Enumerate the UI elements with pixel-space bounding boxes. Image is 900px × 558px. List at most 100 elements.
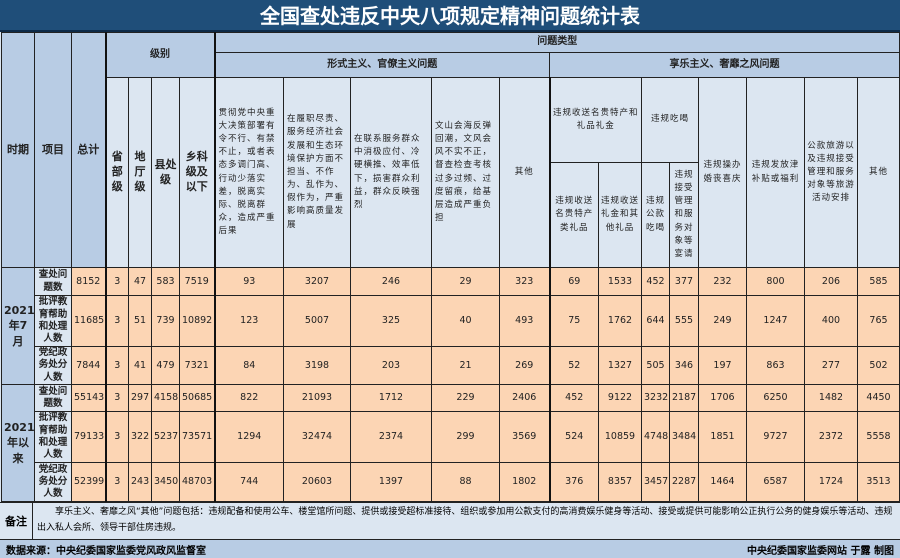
value-cell: 197	[698, 345, 747, 386]
value-cell: 1802	[499, 462, 551, 503]
value-cell: 20603	[283, 462, 351, 503]
value-cell: 1762	[598, 295, 642, 347]
value-cell: 79133	[71, 411, 107, 464]
value-cell: 765	[857, 295, 900, 347]
header-hedonism-col: 违规操办婚丧喜庆	[698, 77, 747, 268]
statistics-table: 时期 项目 总计 级别 问题类型 形式主义、官僚主义问题 享乐主义、奢靡之风问题…	[1, 32, 900, 503]
value-cell: 3198	[283, 345, 351, 386]
value-cell: 744	[214, 462, 284, 503]
value-cell: 4158	[151, 384, 180, 413]
value-cell: 377	[669, 267, 699, 296]
value-cell: 246	[350, 267, 432, 296]
value-cell: 3450	[151, 462, 180, 503]
value-cell: 84	[214, 345, 284, 386]
value-cell: 322	[128, 411, 152, 464]
header-formalism-col: 在联系服务群众中消极应付、冷硬横推、效率低下，损害群众利益，群众反映强烈	[350, 77, 432, 268]
value-cell: 502	[857, 345, 900, 386]
item-cell: 批评教育帮助和处理人数	[34, 295, 72, 347]
value-cell: 505	[641, 345, 670, 386]
value-cell: 644	[641, 295, 670, 347]
value-cell: 75	[549, 295, 599, 347]
value-cell: 452	[641, 267, 670, 296]
value-cell: 2406	[499, 384, 551, 413]
value-cell: 7321	[179, 345, 216, 386]
value-cell: 41	[128, 345, 152, 386]
value-cell: 325	[350, 295, 432, 347]
value-cell: 583	[151, 267, 180, 296]
value-cell: 3	[105, 384, 129, 413]
value-cell: 10859	[598, 411, 642, 464]
header-level: 级别	[105, 32, 216, 78]
value-cell: 9122	[598, 384, 642, 413]
value-cell: 6587	[746, 462, 805, 503]
value-cell: 452	[549, 384, 599, 413]
header-period: 时期	[1, 32, 35, 268]
value-cell: 3	[105, 267, 129, 296]
table-row: 批评教育帮助和处理人数 79133 3 322 5237 73571 1294 32474 23…	[2, 411, 900, 464]
header-level-county: 县处级	[151, 77, 180, 268]
value-cell: 1294	[214, 411, 284, 464]
value-cell: 299	[431, 411, 500, 464]
header-hedonism-col: 违规发放津补贴或福利	[746, 77, 805, 268]
value-cell: 269	[499, 345, 551, 386]
value-cell: 297	[128, 384, 152, 413]
value-cell: 5007	[283, 295, 351, 347]
table-row: 党纪政务处分人数 52399 3 243 3450 48703 744 20603 1397 88…	[2, 462, 900, 503]
value-cell: 206	[804, 267, 858, 296]
value-cell: 6250	[746, 384, 805, 413]
value-cell: 2287	[669, 462, 699, 503]
value-cell: 2374	[350, 411, 432, 464]
header-formalism: 形式主义、官僚主义问题	[214, 52, 550, 78]
page-title: 全国查处违反中央八项规定精神问题统计表	[0, 0, 900, 32]
item-cell: 批评教育帮助和处理人数	[34, 411, 72, 464]
value-cell: 69	[549, 267, 599, 296]
header-formalism-col: 文山会海反弹回潮，文风会风不实不正，督查检查考核过多过频、过度留痕，给基层造成严…	[431, 77, 500, 268]
value-cell: 1482	[804, 384, 858, 413]
value-cell: 3457	[641, 462, 670, 503]
value-cell: 229	[431, 384, 500, 413]
value-cell: 73571	[179, 411, 216, 464]
table-row: 党纪政务处分人数 7844 3 41 479 7321 84 3198 203 21 269 52 13…	[2, 345, 900, 386]
value-cell: 249	[698, 295, 747, 347]
value-cell: 21	[431, 345, 500, 386]
header-hedonism-col: 公款旅游以及违规接受管理和服务对象等旅游活动安排	[804, 77, 858, 268]
item-cell: 党纪政务处分人数	[34, 462, 72, 503]
value-cell: 2372	[804, 411, 858, 464]
value-cell: 48703	[179, 462, 216, 503]
value-cell: 5558	[857, 411, 900, 464]
header-level-province: 省部级	[105, 77, 129, 268]
value-cell: 47	[128, 267, 152, 296]
value-cell: 1533	[598, 267, 642, 296]
value-cell: 323	[499, 267, 551, 296]
header-hedonism-other: 其他	[857, 77, 900, 268]
header-dining-sub: 违规接受管理和服务对象等宴请	[669, 162, 699, 268]
header-item: 项目	[34, 32, 72, 268]
value-cell: 822	[214, 384, 284, 413]
value-cell: 8357	[598, 462, 642, 503]
value-cell: 11685	[71, 295, 107, 347]
period-cell: 2021年以来	[1, 384, 35, 503]
value-cell: 52	[549, 345, 599, 386]
note-row: 备注 享乐主义、奢靡之风“其他”问题包括：违规配备和使用公车、楼堂馆所问题、提供…	[0, 502, 900, 541]
value-cell: 9727	[746, 411, 805, 464]
value-cell: 863	[746, 345, 805, 386]
value-cell: 232	[698, 267, 747, 296]
header-problem-type: 问题类型	[214, 32, 900, 53]
value-cell: 88	[431, 462, 500, 503]
header-dining: 违规吃喝	[641, 77, 699, 163]
value-cell: 1247	[746, 295, 805, 347]
table-row: 2021年以来 查处问题数 55143 3 297 4158 50685 822 21093 17…	[1, 384, 900, 503]
value-cell: 1397	[350, 462, 432, 503]
table-row: 2021年7月 查处问题数 8152 3 47 583 7519 93 3207 246 29 323…	[1, 266, 900, 386]
value-cell: 3513	[857, 462, 900, 503]
value-cell: 55143	[71, 384, 107, 413]
value-cell: 3	[105, 462, 129, 503]
value-cell: 10892	[179, 295, 216, 347]
credit: 中央纪委国家监委网站 于露 制图	[747, 545, 894, 557]
period-cell: 2021年7月	[1, 266, 35, 386]
value-cell: 346	[669, 345, 699, 386]
value-cell: 3	[105, 295, 129, 347]
value-cell: 7519	[179, 267, 216, 296]
value-cell: 50685	[179, 384, 216, 413]
